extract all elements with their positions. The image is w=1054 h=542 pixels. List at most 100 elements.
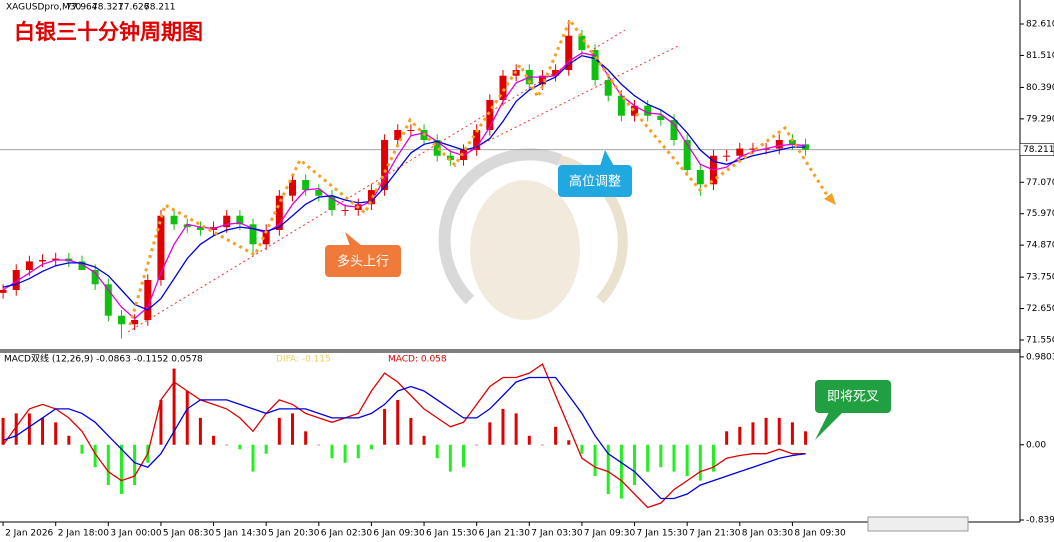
x-tick-label: 8 Jan 09:30 bbox=[794, 529, 846, 539]
annotation-bull: 多头上行 bbox=[325, 232, 401, 277]
histogram-bar bbox=[554, 426, 558, 445]
x-tick-label: 5 Jan 08:30 bbox=[163, 529, 215, 539]
candle-body bbox=[275, 195, 283, 230]
candle-body bbox=[341, 210, 349, 211]
histogram-bar bbox=[80, 444, 84, 454]
histogram-bar bbox=[804, 431, 808, 445]
histogram-bar bbox=[14, 413, 18, 445]
histogram-bar bbox=[633, 444, 637, 486]
x-tick-label: 5 Jan 20:30 bbox=[268, 529, 320, 539]
x-tick-label: 7 Jan 15:30 bbox=[637, 529, 689, 539]
x-tick-label: 7 Jan 21:30 bbox=[689, 529, 741, 539]
y-tick-label: 82.610 bbox=[1026, 20, 1054, 30]
histogram-bar bbox=[606, 444, 610, 495]
histogram-bar bbox=[119, 444, 123, 495]
x-tick-label: 6 Jan 21:30 bbox=[479, 529, 531, 539]
histogram-bar bbox=[27, 413, 31, 445]
signal-label: DIFA: -0.115 bbox=[276, 355, 331, 365]
x-tick-label: 8 Jan 03:30 bbox=[742, 529, 794, 539]
histogram-bar bbox=[540, 444, 544, 446]
histogram-bar bbox=[93, 444, 97, 468]
x-tick-label: 7 Jan 03:30 bbox=[531, 529, 583, 539]
y-tick-label: 71.550 bbox=[1026, 336, 1054, 346]
histogram-bar bbox=[1, 417, 5, 445]
histogram-bar bbox=[659, 444, 663, 468]
candle-body bbox=[644, 105, 652, 116]
candle-body bbox=[499, 75, 507, 100]
histogram-bar bbox=[330, 444, 334, 459]
histogram-bar bbox=[54, 422, 58, 445]
histogram-bar bbox=[475, 444, 479, 446]
candle-body bbox=[775, 140, 783, 149]
x-tick-label: 6 Jan 09:30 bbox=[373, 529, 425, 539]
candle-body bbox=[433, 140, 441, 156]
candle-body bbox=[788, 140, 796, 145]
histogram-bar bbox=[317, 444, 321, 446]
histogram-bar bbox=[593, 444, 597, 477]
y-tick-label: -0.8396 bbox=[1026, 515, 1054, 525]
annotation-text: 高位调整 bbox=[569, 174, 621, 190]
histogram-bar bbox=[619, 444, 623, 499]
histogram-bar bbox=[435, 444, 439, 459]
x-tick-label: 2 Jan 2026 bbox=[5, 529, 53, 539]
histogram-bar bbox=[264, 444, 268, 454]
histogram-bar bbox=[514, 413, 518, 445]
candle-body bbox=[565, 35, 573, 70]
candle-body bbox=[631, 105, 639, 116]
y-tick-label: 75.970 bbox=[1026, 209, 1054, 219]
histogram-bar bbox=[159, 399, 163, 445]
candle-body bbox=[131, 320, 139, 325]
histogram-bar bbox=[409, 417, 413, 445]
candle-body bbox=[723, 155, 731, 157]
candle-body bbox=[223, 215, 231, 228]
ohlc-high: 78.321 bbox=[92, 3, 124, 13]
candle-body bbox=[52, 258, 60, 260]
histogram-bar bbox=[106, 444, 110, 486]
y-tick-label: 81.510 bbox=[1026, 51, 1054, 61]
histogram-bar bbox=[580, 444, 584, 454]
candle-body bbox=[157, 215, 165, 280]
histogram-bar bbox=[383, 408, 387, 445]
histogram-bar bbox=[711, 444, 715, 472]
candle-body bbox=[183, 224, 191, 228]
candle-body bbox=[0, 290, 7, 293]
candle-body bbox=[117, 315, 125, 325]
y-tick-label: 73.750 bbox=[1026, 273, 1054, 283]
candle-body bbox=[407, 130, 415, 131]
indicator-line bbox=[2, 376, 806, 500]
symbol: XAGUSDpro,M30 bbox=[6, 3, 81, 13]
ohlc-open: 77.964 bbox=[66, 3, 98, 13]
candle-body bbox=[552, 70, 560, 76]
histogram-bar bbox=[41, 417, 45, 445]
macd-label: MACD: 0.058 bbox=[388, 355, 447, 365]
histogram-bar bbox=[225, 444, 229, 446]
y-tick-label: 72.650 bbox=[1026, 304, 1054, 314]
candle-body bbox=[683, 140, 691, 170]
histogram-bar bbox=[698, 444, 702, 481]
indicator-label: MACD双线 (12,26,9) -0.0863 -0.1152 0.0578 bbox=[4, 353, 203, 365]
histogram-bar bbox=[343, 444, 347, 463]
histogram-bar bbox=[369, 444, 373, 450]
ohlc-close: 78.211 bbox=[144, 3, 176, 13]
candle-body bbox=[696, 170, 704, 185]
candle-body bbox=[236, 215, 244, 225]
y-tick-label: 77.070 bbox=[1026, 178, 1054, 188]
candle-body bbox=[196, 227, 204, 230]
histogram-bar bbox=[422, 435, 426, 445]
annotation-text: 多头上行 bbox=[337, 254, 389, 270]
histogram-bar bbox=[290, 413, 294, 445]
candle-body bbox=[486, 100, 494, 130]
candle-body bbox=[736, 148, 744, 156]
chart-title: 白银三十分钟周期图 bbox=[14, 20, 203, 44]
candle-body bbox=[78, 261, 86, 270]
histogram-bar bbox=[67, 435, 71, 445]
x-tick-label: 3 Jan 00:00 bbox=[110, 529, 162, 539]
y-tick-label: 0.00 bbox=[1026, 440, 1046, 450]
candle-body bbox=[749, 148, 757, 150]
candle-body bbox=[144, 280, 152, 320]
indicator-line bbox=[2, 52, 806, 320]
histogram-bar bbox=[738, 426, 742, 445]
candle-body bbox=[473, 130, 481, 150]
x-tick-label: 7 Jan 09:30 bbox=[584, 529, 636, 539]
